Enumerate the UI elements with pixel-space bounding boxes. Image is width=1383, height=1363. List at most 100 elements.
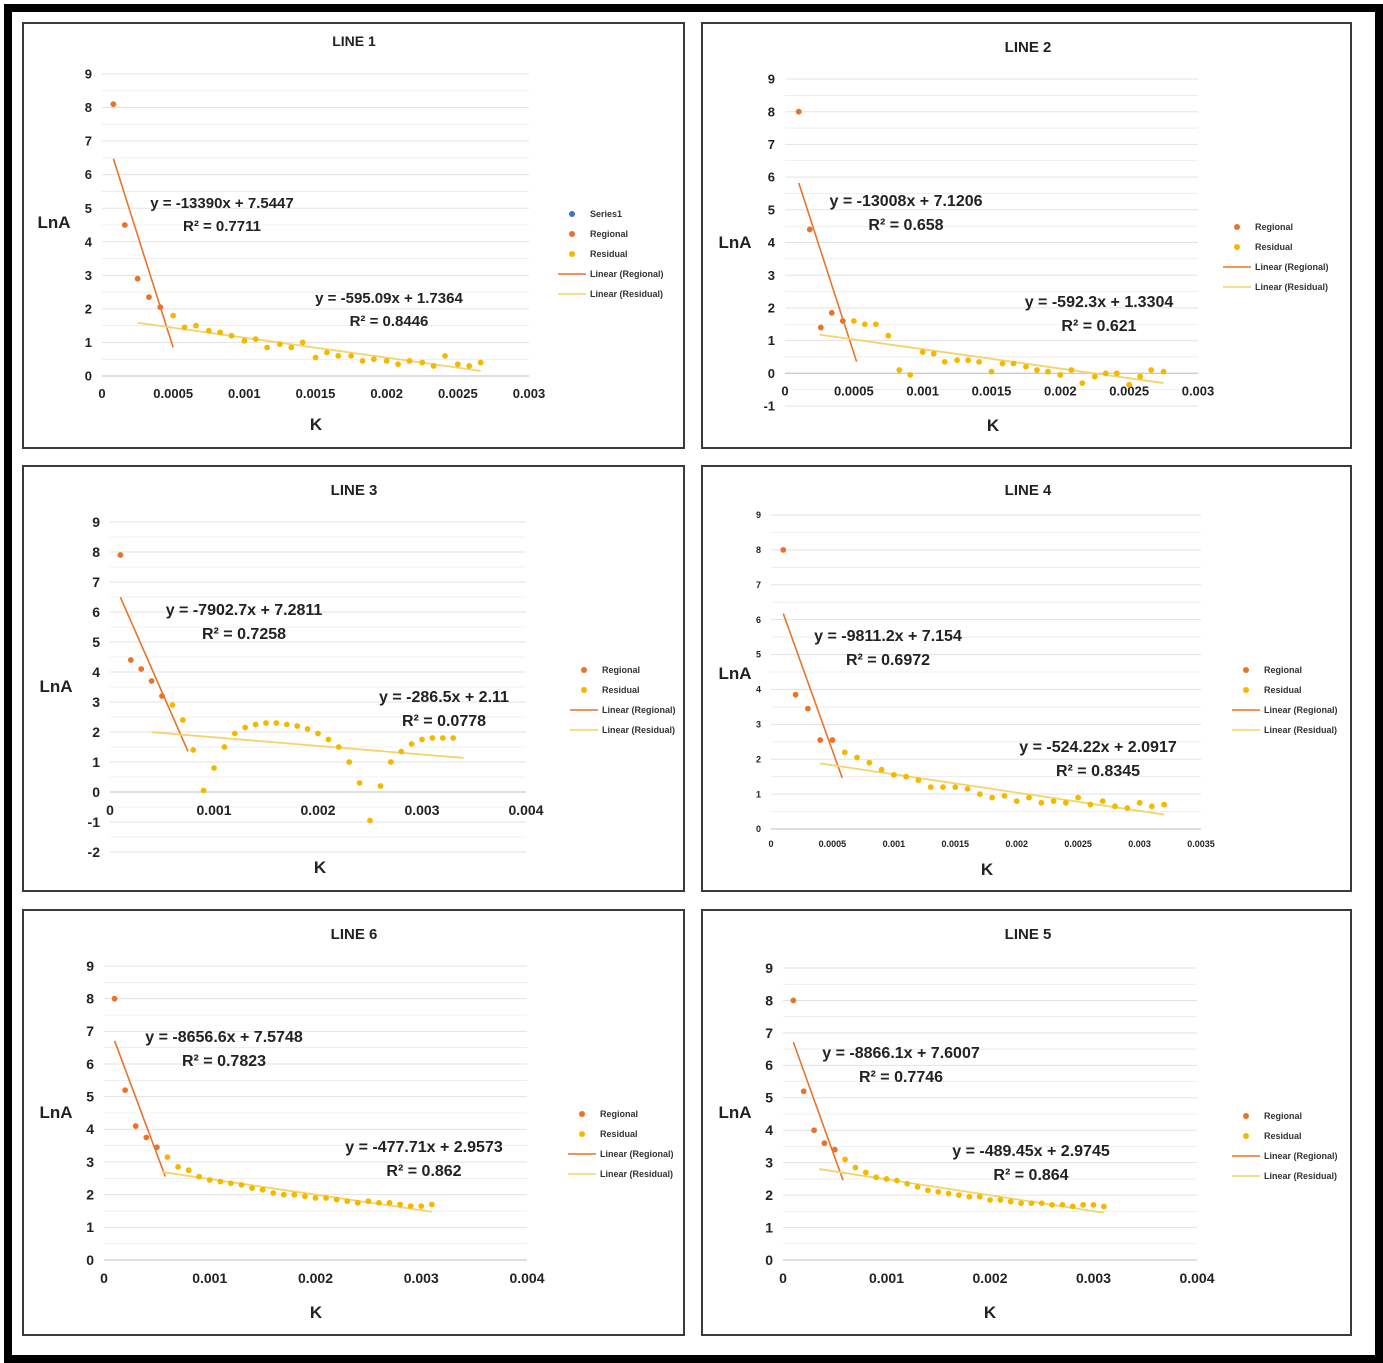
point-residual xyxy=(966,1193,973,1200)
point-residual xyxy=(914,1184,921,1190)
y-tick-label: 2 xyxy=(86,1187,94,1203)
point-residual xyxy=(407,1203,414,1209)
point-residual xyxy=(896,367,903,373)
point-residual xyxy=(927,784,934,791)
point-residual xyxy=(242,724,249,731)
chart-svg-line-2: LINE 2 -1 0 1 2 3 4 5 6 7 8 9 0 0.0005 0.001 0.0015 0.00… xyxy=(718,39,1328,435)
y-tick-label: 6 xyxy=(86,1056,94,1072)
point-regional xyxy=(839,318,846,324)
legend-label: Regional xyxy=(600,1109,638,1119)
legend-label: Linear (Regional) xyxy=(1264,705,1338,715)
point-regional xyxy=(159,693,165,699)
point-residual xyxy=(1113,370,1120,377)
point-residual xyxy=(398,748,405,755)
x-tick-label: 0.0025 xyxy=(1064,839,1092,849)
point-residual xyxy=(277,341,283,348)
point-residual xyxy=(397,1201,403,1208)
point-residual xyxy=(885,332,892,339)
point-residual xyxy=(238,1181,245,1188)
point-residual xyxy=(903,773,910,780)
y-tick-label: 1 xyxy=(86,1219,94,1235)
y-tick-label: 3 xyxy=(765,1155,773,1171)
equation-residual: y = -477.71x + 2.9573 xyxy=(345,1139,503,1156)
point-residual xyxy=(1148,803,1155,810)
y-tick-label: 3 xyxy=(86,1154,94,1170)
point-residual xyxy=(377,783,384,789)
point-residual xyxy=(1160,368,1167,375)
point-residual xyxy=(442,352,448,359)
point-residual xyxy=(1045,368,1051,375)
point-residual xyxy=(263,720,269,726)
point-residual xyxy=(273,720,280,726)
legend-marker-regional xyxy=(1234,224,1240,230)
y-tick-label: 1 xyxy=(756,789,761,799)
point-residual xyxy=(1087,801,1094,808)
point-residual xyxy=(907,372,914,378)
point-residual xyxy=(1038,1200,1045,1207)
y-tick-label: 5 xyxy=(768,202,775,217)
r2-residual: R² = 0.864 xyxy=(993,1167,1068,1184)
chart-svg-line-5: LINE 5 0 1 2 3 4 5 6 7 8 9 0 0.001 0.002 0.003 0.004 K Ln… xyxy=(718,926,1338,1322)
y-tick-label: 4 xyxy=(85,234,93,249)
point-regional xyxy=(127,657,134,663)
point-residual xyxy=(259,1186,266,1193)
trendline-regional xyxy=(782,613,844,779)
equation-residual: y = -595.09x + 1.7364 xyxy=(315,290,463,307)
point-residual xyxy=(291,1191,298,1198)
legend-marker-regional xyxy=(1243,667,1249,673)
r2-residual: R² = 0.8345 xyxy=(1056,763,1140,780)
point-residual xyxy=(1161,801,1168,808)
point-residual xyxy=(1028,1200,1035,1207)
point-residual xyxy=(164,1154,171,1160)
legend-label: Linear (Residual) xyxy=(1255,282,1328,292)
y-tick-label: 2 xyxy=(765,1187,773,1203)
chart-panel-line-2: LINE 2 -1 0 1 2 3 4 5 6 7 8 9 0 0.0005 0.001 0.0015 0.00… xyxy=(701,22,1352,449)
y-tick-label: 9 xyxy=(768,72,775,87)
point-residual xyxy=(288,344,295,351)
point-residual xyxy=(315,730,321,737)
x-tick-label: 0.002 xyxy=(972,1270,1007,1286)
point-regional xyxy=(148,678,155,684)
point-residual xyxy=(335,352,342,359)
x-tick-label: 0.0015 xyxy=(942,839,970,849)
point-residual xyxy=(1013,798,1020,804)
point-residual xyxy=(231,730,238,737)
point-regional xyxy=(157,304,164,311)
x-tick-label: 0.002 xyxy=(298,1270,333,1286)
point-residual xyxy=(872,321,879,328)
r2-regional: R² = 0.7746 xyxy=(859,1069,943,1086)
point-residual xyxy=(205,327,212,334)
y-tick-label: 0 xyxy=(765,1252,773,1268)
legend-label: Linear (Regional) xyxy=(602,705,676,715)
point-residual xyxy=(211,765,217,771)
point-residual xyxy=(312,354,319,361)
legend-marker-residual xyxy=(1234,244,1240,250)
chart-panel-line-5: LINE 5 0 1 2 3 4 5 6 7 8 9 0 0.001 0.002 0.003 0.004 K Ln… xyxy=(701,909,1352,1336)
x-tick-label: 0 xyxy=(106,802,114,818)
point-residual xyxy=(935,1188,942,1195)
chart-title: LINE 1 xyxy=(332,33,376,49)
point-residual xyxy=(941,358,948,365)
point-regional xyxy=(792,691,799,698)
point-residual xyxy=(883,1175,890,1182)
y-tick-label: 7 xyxy=(756,580,761,590)
y-tick-label: 5 xyxy=(765,1090,773,1106)
point-residual xyxy=(850,318,857,324)
point-residual xyxy=(1091,373,1098,380)
point-regional xyxy=(806,226,813,233)
x-tick-label: 0.004 xyxy=(508,802,543,818)
point-residual xyxy=(1148,367,1155,373)
point-regional xyxy=(153,1144,160,1151)
legend-label: Linear (Regional) xyxy=(1264,1151,1338,1161)
point-residual xyxy=(169,702,176,708)
chart-title: LINE 4 xyxy=(1005,482,1052,499)
y-tick-label: 1 xyxy=(768,333,775,348)
point-residual xyxy=(365,1198,372,1205)
legend-label: Linear (Residual) xyxy=(1264,725,1337,735)
point-residual xyxy=(302,1193,308,1200)
point-residual xyxy=(386,1199,393,1206)
point-residual xyxy=(952,784,959,791)
point-regional xyxy=(790,997,797,1004)
chart-title: LINE 2 xyxy=(1005,39,1052,56)
x-tick-label: 0.0025 xyxy=(1109,383,1149,398)
